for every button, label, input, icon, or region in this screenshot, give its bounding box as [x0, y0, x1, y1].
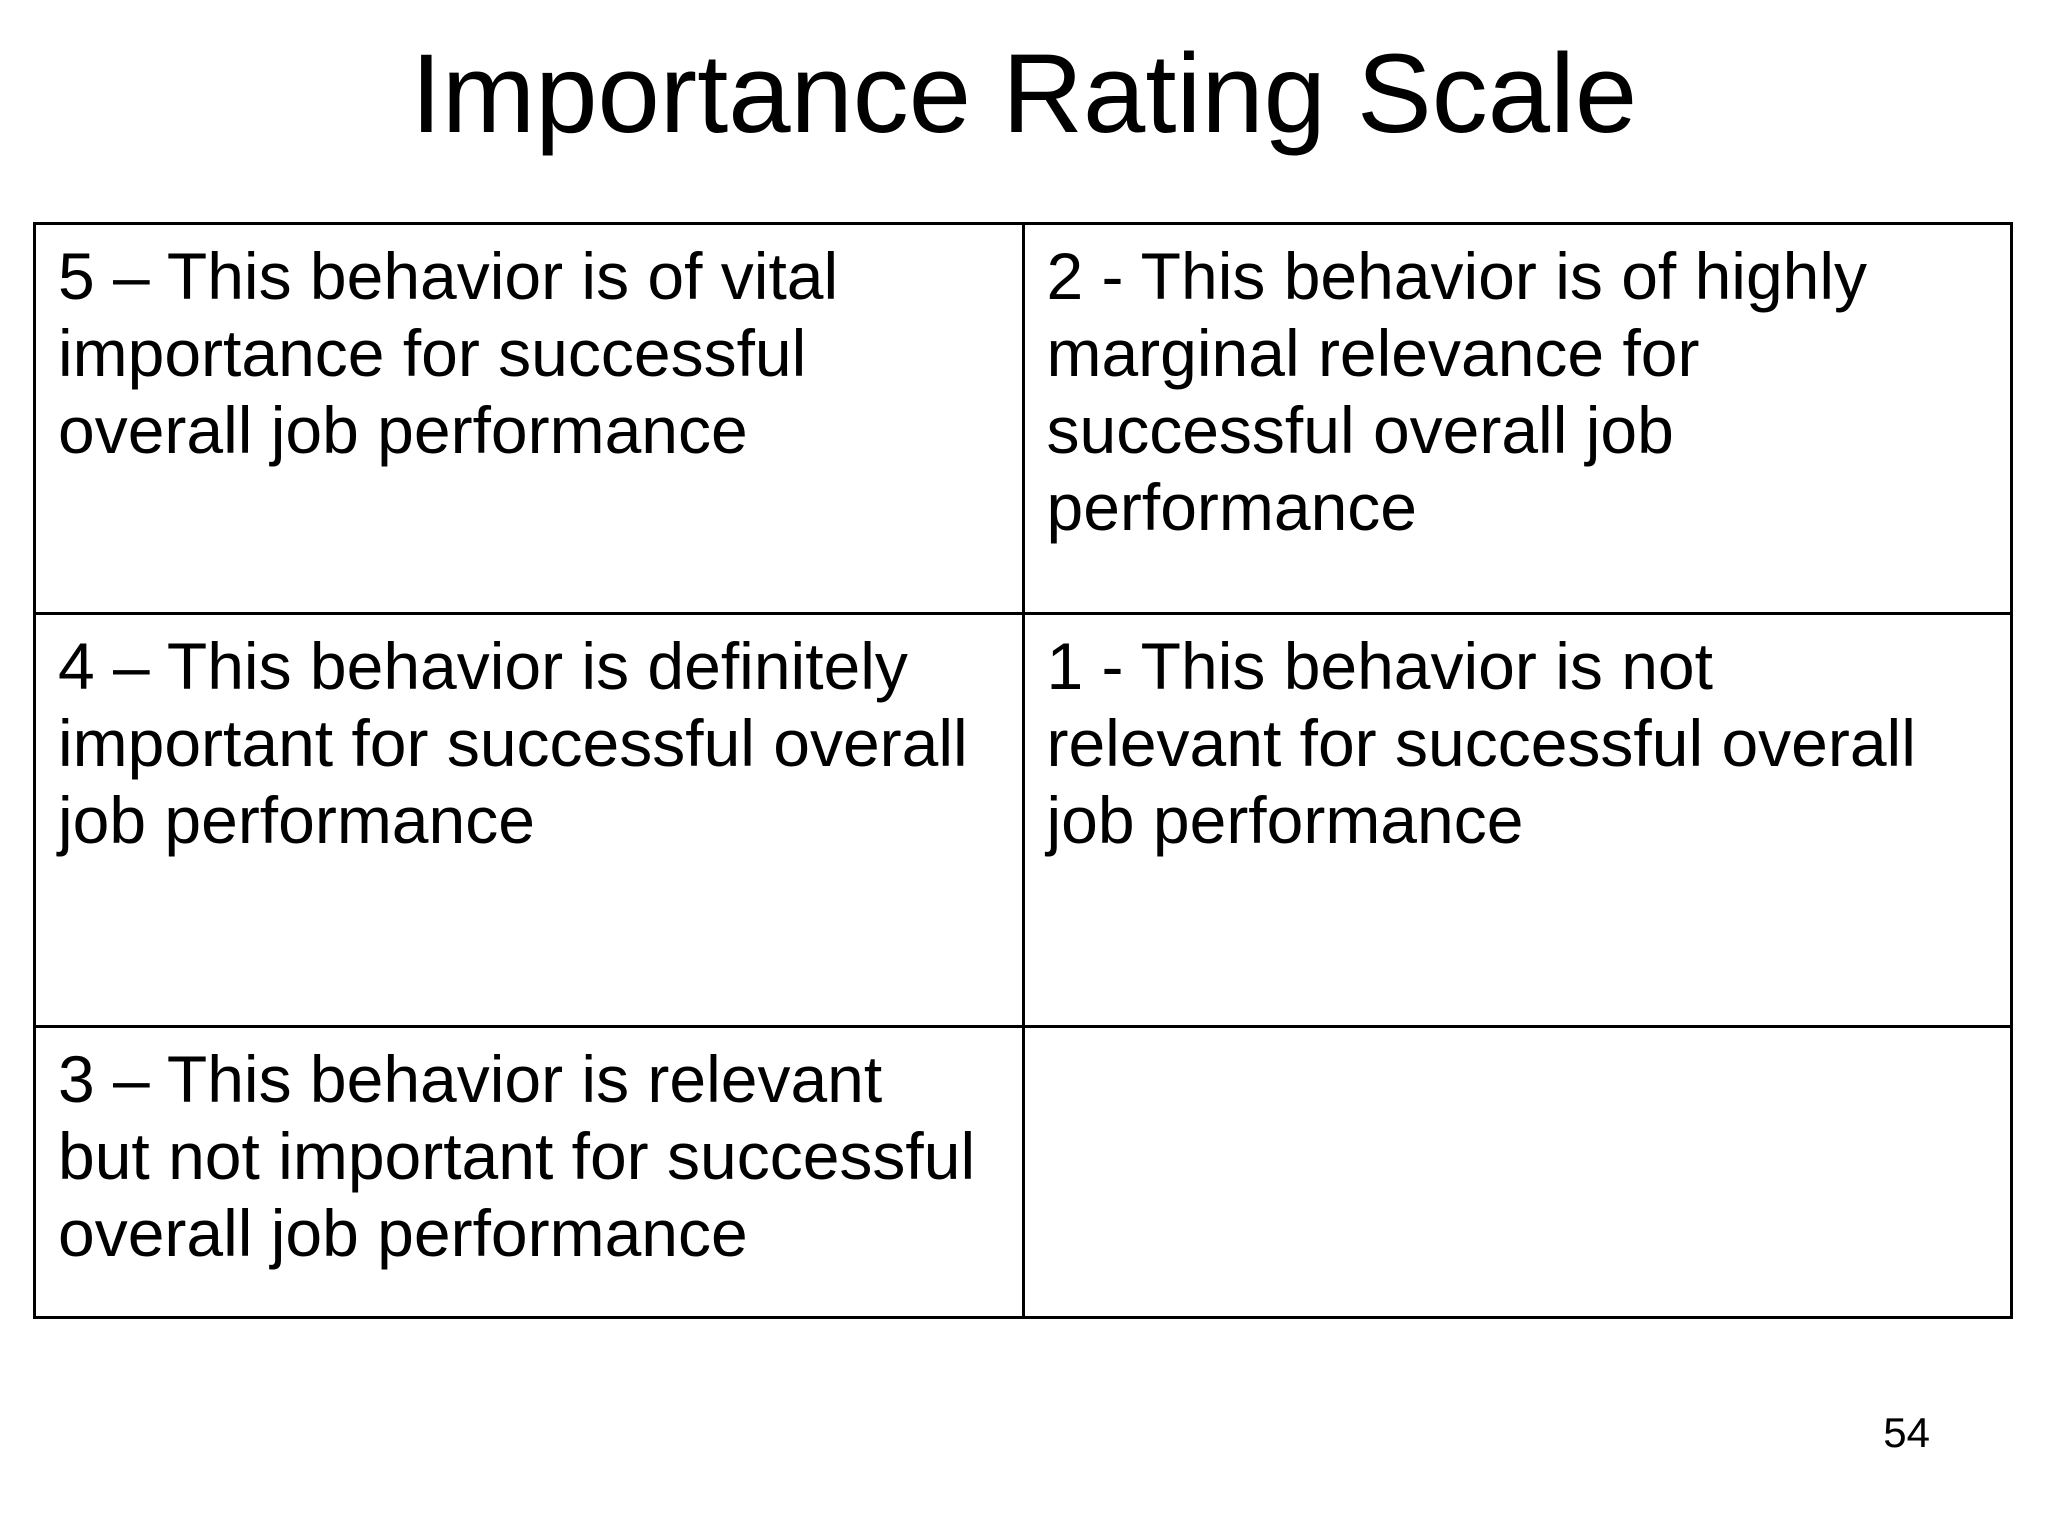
page-number: 54 — [1883, 1409, 1930, 1456]
table-row: 3 – This behavior is relevant but not im… — [33, 1025, 2013, 1319]
slide-title: Importance Rating Scale — [410, 31, 1638, 156]
cell-rating-3: 3 – This behavior is relevant but not im… — [33, 1025, 1025, 1319]
cell-rating-1: 1 - This behavior is not relevant for su… — [1021, 612, 2013, 1028]
cell-rating-2: 2 - This behavior is of highly marginal … — [1021, 222, 2013, 615]
cell-empty — [1021, 1025, 2013, 1319]
cell-rating-5: 5 – This behavior is of vital importance… — [33, 222, 1025, 615]
table-row: 5 – This behavior is of vital importance… — [33, 222, 2013, 615]
cell-rating-4: 4 – This behavior is definitely importan… — [33, 612, 1025, 1028]
rating-scale-table: 5 – This behavior is of vital importance… — [33, 222, 2013, 1319]
table-row: 4 – This behavior is definitely importan… — [33, 612, 2013, 1028]
